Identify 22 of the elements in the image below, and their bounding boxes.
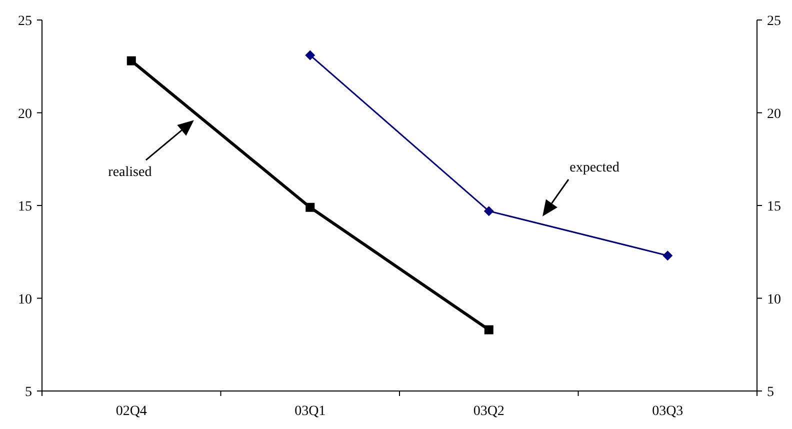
x-tick-label: 03Q3 [652,404,684,419]
y2-tick-label: 25 [767,14,781,29]
y-tick-label: 10 [18,292,32,308]
point [484,325,494,334]
y-tick-label: 25 [18,14,32,29]
x-tick-label: 03Q1 [294,404,326,419]
y-tick-label: 20 [18,106,32,122]
y2-tick-label: 5 [767,385,774,400]
y2-tick-label: 15 [767,200,781,214]
point [306,202,315,212]
y-tick-label: 15 [18,200,32,214]
y-tick-label: 5 [25,385,32,400]
y2-tick-label: 10 [767,292,781,308]
point [126,56,136,66]
point [305,50,316,60]
annotation: expected [570,160,620,176]
point [484,206,494,216]
annotation: realised [108,165,152,180]
y2-tick-label: 20 [767,106,781,122]
x-tick-label: 02Q4 [116,404,147,419]
point [662,250,673,261]
x-tick-label: 03Q2 [473,404,504,419]
